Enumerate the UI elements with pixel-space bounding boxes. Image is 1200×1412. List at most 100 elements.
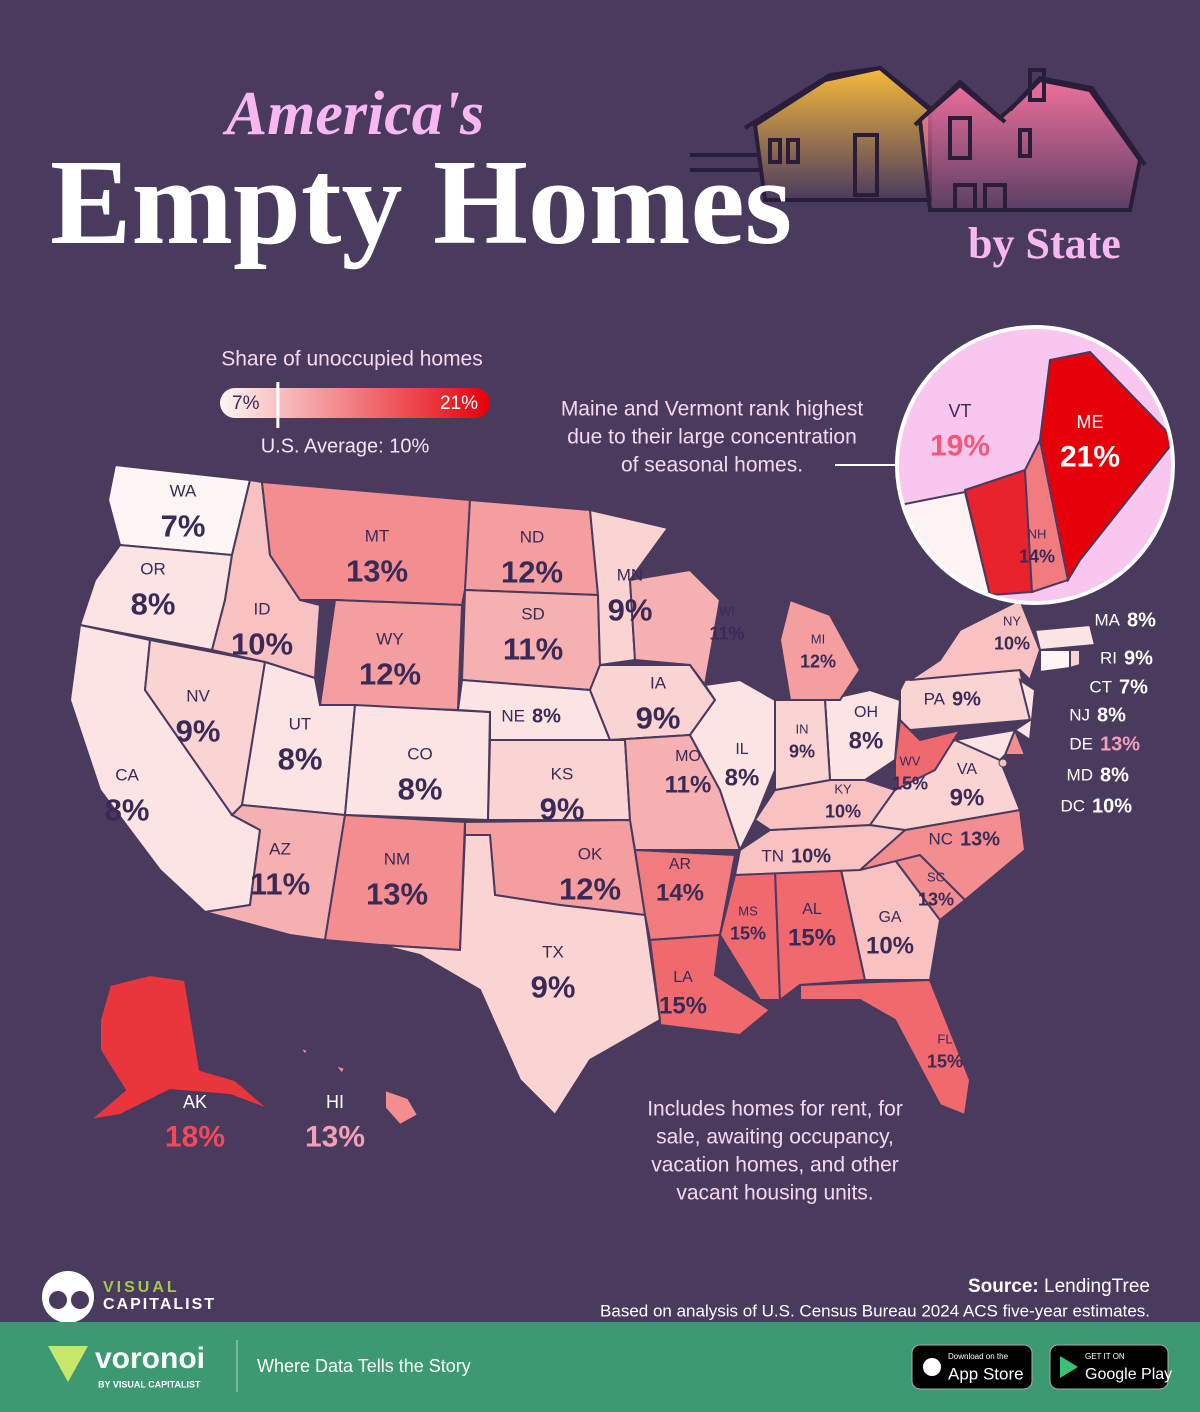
value-label: 12% <box>559 872 621 907</box>
value-label: 9% <box>176 714 221 749</box>
footnote-line: Includes homes for rent, for <box>647 1098 903 1121</box>
value-label: 19% <box>930 429 990 462</box>
callout-line: due to their large concentration <box>567 426 857 449</box>
state <box>1039 649 1071 674</box>
value-label: 14% <box>1019 547 1055 567</box>
state <box>909 598 1042 682</box>
state <box>951 728 1017 762</box>
state-label: CO <box>407 744 433 763</box>
state <box>318 598 464 712</box>
footnote: Includes homes for rent, for sale, awaiti… <box>647 1098 903 1205</box>
legend-average-label: U.S. Average: 10% <box>261 435 430 457</box>
state-label: MO <box>675 748 701 765</box>
state-label: WV <box>900 753 921 768</box>
state <box>210 478 322 680</box>
state-label: OH <box>854 704 878 721</box>
value-label: 8% <box>1100 764 1129 786</box>
google-small: GET IT ON <box>1085 1352 1125 1361</box>
value-label: 11% <box>709 624 744 644</box>
state-label: NY <box>1003 613 1021 628</box>
value-label: 10% <box>791 845 831 867</box>
state-label: SC <box>927 869 945 884</box>
callout-line: of seasonal homes. <box>621 454 803 477</box>
state-label: OR <box>140 559 166 578</box>
state <box>1038 350 1173 583</box>
state-label: NC <box>928 829 953 848</box>
value-label: 7% <box>1119 676 1148 698</box>
state-label: ME <box>1077 412 1104 432</box>
voronoi-logo <box>48 1346 88 1382</box>
map <box>68 463 1097 1127</box>
state-label: ND <box>520 527 545 546</box>
footnote-line: vacation homes, and other <box>651 1154 899 1177</box>
labels: WA 7% OR 8% CA 8% NV 9% ID 10% MT 13% WY 12% UT 8% CO 8% A… <box>105 401 1157 1154</box>
google-play-badge[interactable] <box>1049 1344 1169 1390</box>
state <box>998 758 1008 768</box>
state <box>379 834 662 1117</box>
value-label: 9% <box>952 688 981 710</box>
state-label: RI <box>1100 648 1117 667</box>
value-label: 12% <box>359 657 421 692</box>
value-label: 9% <box>789 742 815 762</box>
state-label: KS <box>551 764 574 783</box>
state-label: MD <box>1067 765 1093 784</box>
state-label: NV <box>186 686 210 705</box>
value-label: 9% <box>636 701 681 736</box>
value-label: 9% <box>1124 647 1153 669</box>
title-main: Empty Homes <box>50 135 792 270</box>
value-label: 8% <box>278 742 323 777</box>
state-label: MT <box>365 526 390 545</box>
state-label: MN <box>617 565 643 584</box>
value-label: 11% <box>665 772 712 799</box>
brand-bottom: CAPITALIST <box>103 1296 216 1313</box>
value-label: 10% <box>994 634 1030 654</box>
state-label: FL <box>937 1031 952 1046</box>
state-label: NE <box>501 706 525 725</box>
source-value: LendingTree <box>1044 1276 1150 1297</box>
value-label: 13% <box>305 1120 365 1153</box>
state-label: OK <box>578 844 603 863</box>
value-label: 8% <box>398 772 443 807</box>
state <box>688 678 776 853</box>
value-label: 10% <box>231 627 293 662</box>
state-label: VT <box>948 401 971 421</box>
value-label: 15% <box>927 1052 963 1072</box>
value-label: 8% <box>131 587 176 622</box>
value-label: 21% <box>1060 440 1120 473</box>
value-label: 8% <box>725 765 760 792</box>
state-label: NH <box>1028 526 1047 541</box>
legend-max-label: 21% <box>440 393 478 414</box>
callout-line: Maine and Vermont rank highest <box>561 398 864 421</box>
callout: Maine and Vermont rank highest due to the… <box>561 398 864 477</box>
apple-small: Download on the <box>948 1352 1009 1361</box>
legend-colorbar <box>220 388 490 418</box>
state-label: DE <box>1069 734 1093 753</box>
state-label: TN <box>761 846 784 865</box>
state <box>628 568 722 688</box>
state-label: AR <box>669 856 691 873</box>
footer-tagline: Where Data Tells the Story <box>257 1356 471 1376</box>
state-label: MI <box>811 631 825 646</box>
value-label: 15% <box>659 993 707 1020</box>
state-label: IN <box>796 721 809 736</box>
state-label: UT <box>289 714 312 733</box>
state <box>332 1063 347 1076</box>
value-label: 8% <box>105 793 150 828</box>
state-label: MA <box>1095 610 1121 629</box>
value-label: 9% <box>950 785 985 812</box>
value-label: 10% <box>825 802 861 822</box>
value-label: 13% <box>918 890 954 910</box>
value-label: 13% <box>346 554 408 589</box>
state-label: GA <box>878 909 901 926</box>
state-label: SD <box>521 604 545 623</box>
state-label: MS <box>738 903 758 918</box>
app-store-badge[interactable] <box>911 1344 1033 1390</box>
apple-label: App Store <box>948 1364 1024 1383</box>
value-label: 10% <box>1092 795 1132 817</box>
state-label: AZ <box>269 839 291 858</box>
state <box>1013 677 1037 742</box>
state-label: AK <box>183 1092 207 1112</box>
state-label: WY <box>376 629 403 648</box>
value-label: 18% <box>165 1120 225 1153</box>
